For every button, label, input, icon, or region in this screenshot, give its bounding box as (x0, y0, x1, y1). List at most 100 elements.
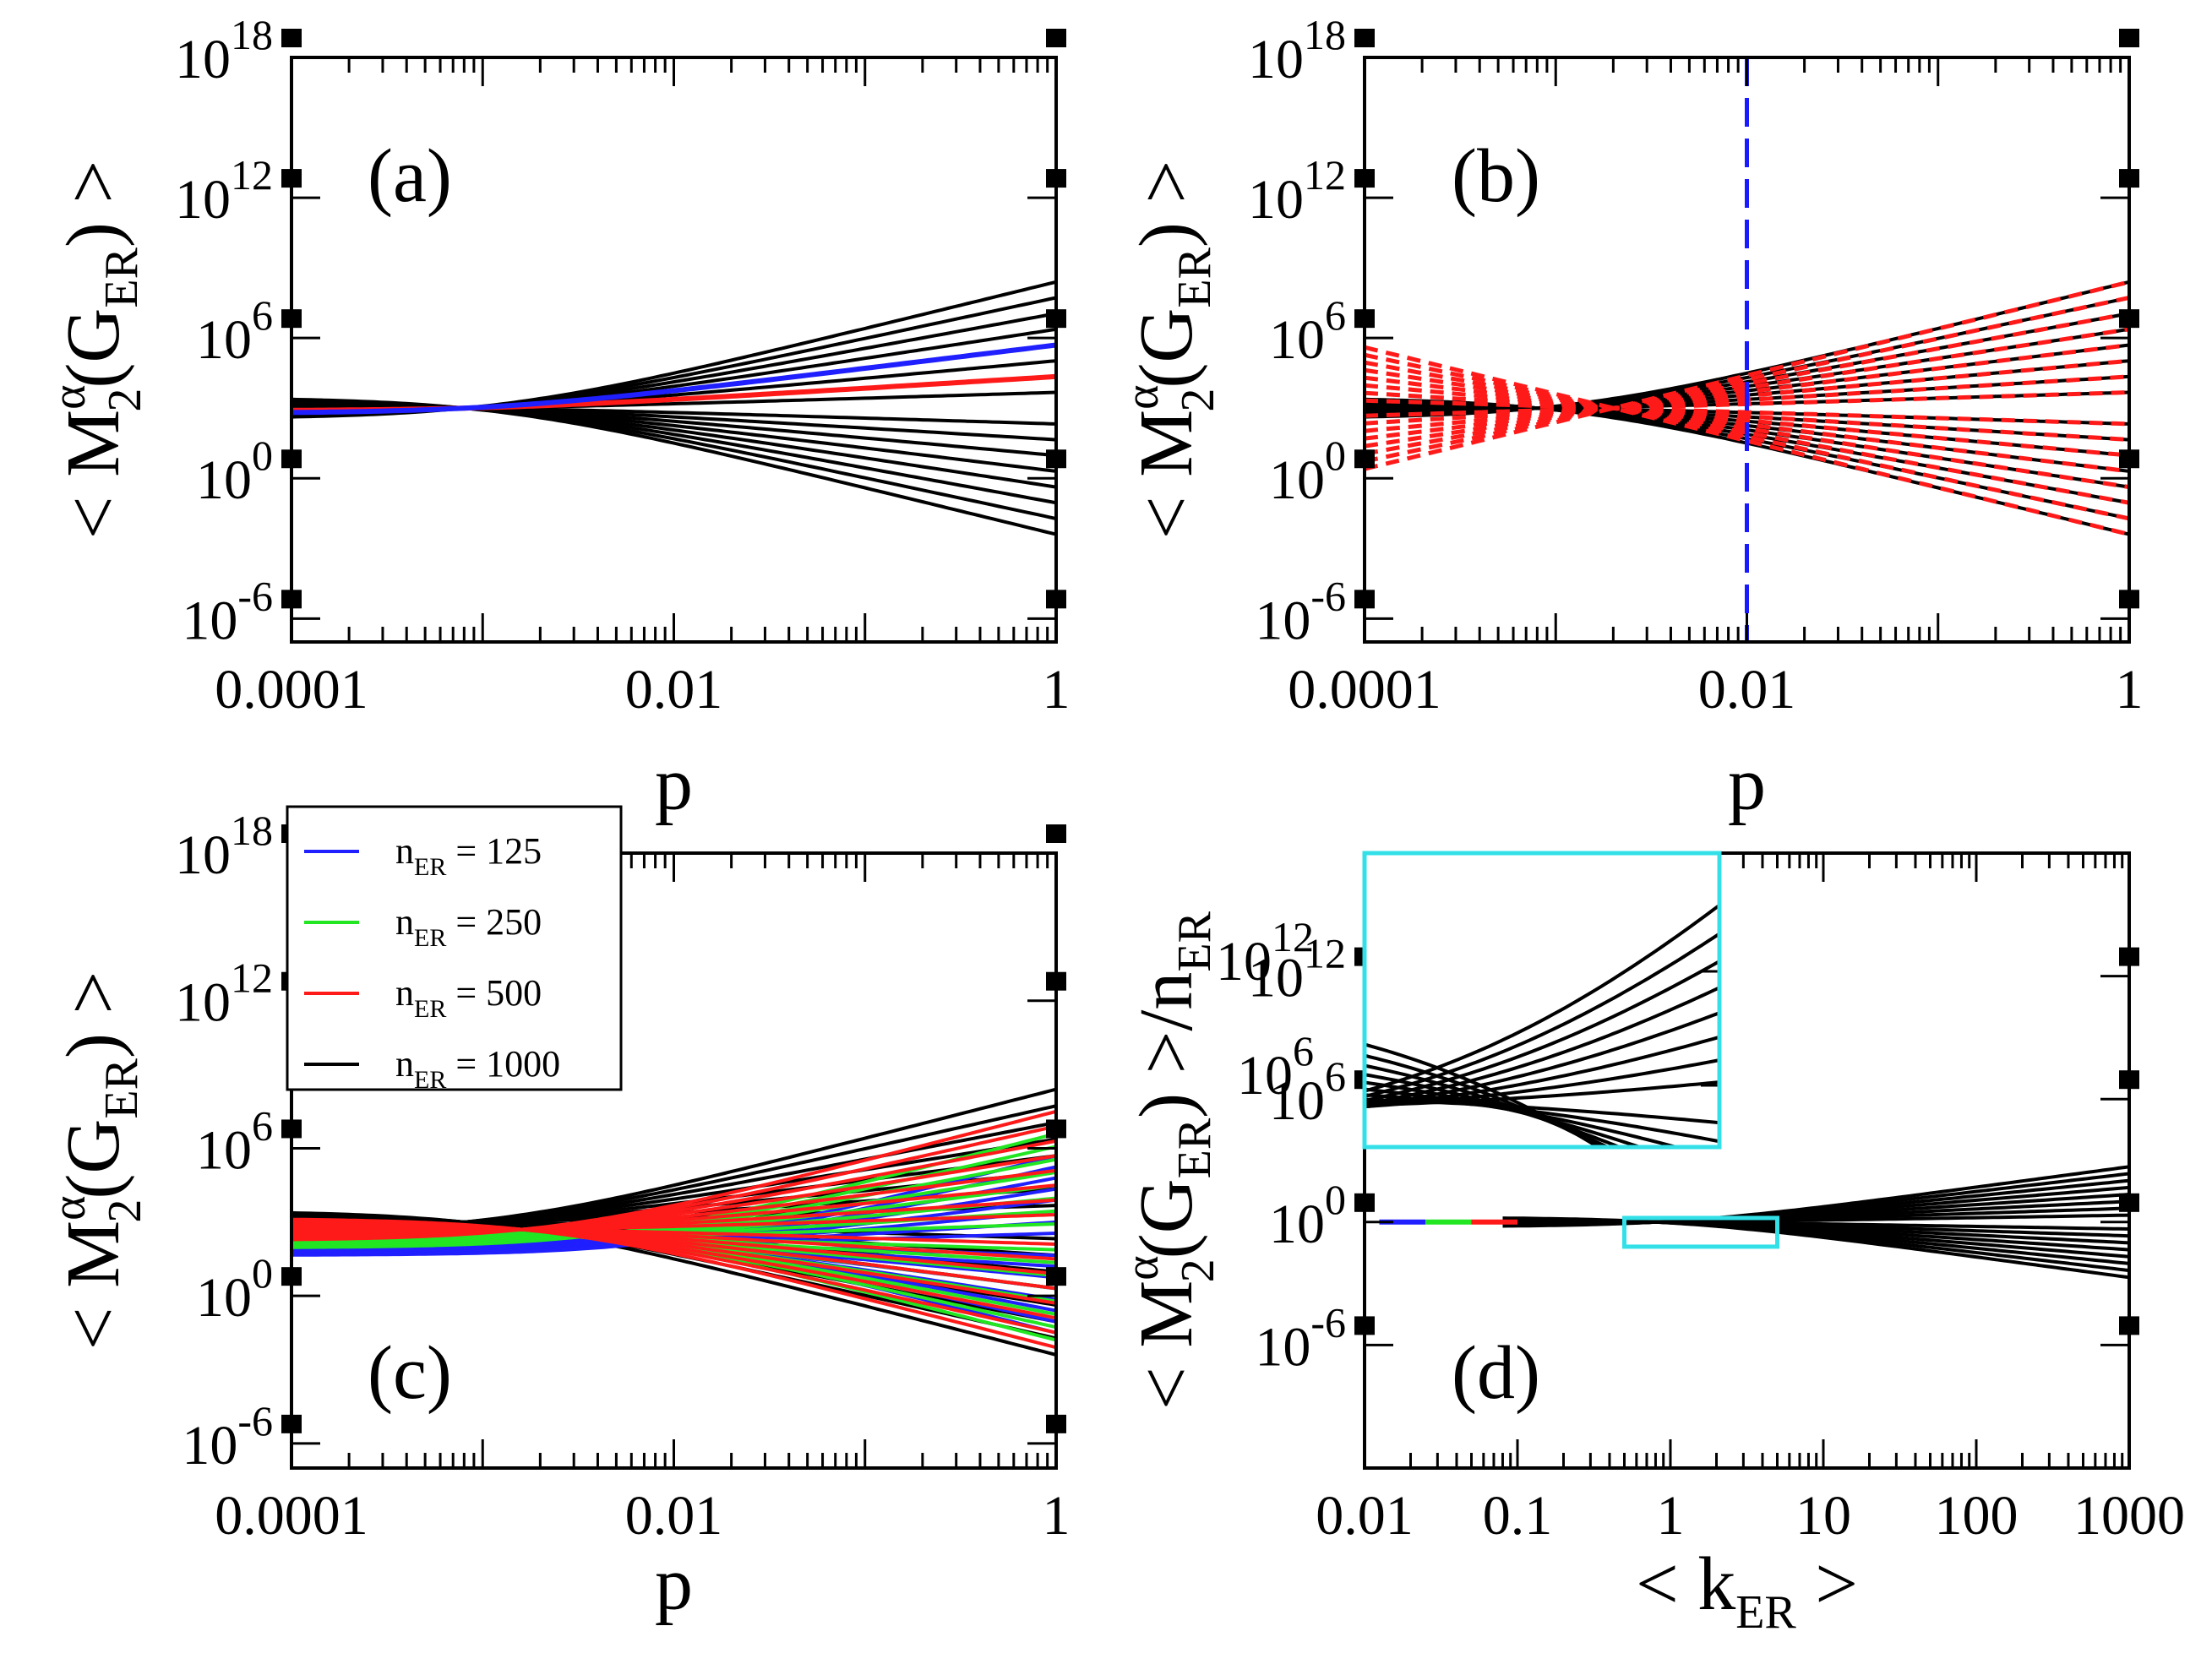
inset-series-alpha-1.5 (1365, 960, 1719, 1102)
inset-series-alpha-1.75 (1365, 932, 1719, 1098)
panel-a-y-tick-label: 106 (196, 291, 273, 371)
inset-series-alpha-1.25 (1365, 986, 1719, 1106)
panel-b-y-tick-label: 100 (1269, 432, 1346, 511)
panel-b-x-tick-labels: 0.0001 0.01 1 (1288, 659, 2143, 721)
panel-b-curves (1365, 57, 2129, 642)
panel-c-y-minor-mark-right (1046, 824, 1066, 843)
panel-c-series-n500-alpha--0.25 (291, 1226, 1056, 1246)
panel-a-y-axis-title: < Mα2(GER) > (43, 160, 151, 539)
panel-a-label: (a) (368, 134, 452, 218)
inset-frame (1362, 851, 1722, 1150)
panel-b-prediction-alpha--1.5 (1365, 360, 2129, 505)
panel-b-prediction-alpha--0.25 (1365, 398, 2129, 427)
panel-d-x-tick-label: 1000 (2073, 1485, 2185, 1547)
panel-c-x-axis-title: p (655, 1542, 693, 1626)
panel-d-x-axis-title: < kER > (1636, 1542, 1858, 1639)
panel-d-x-tick-label: 100 (1935, 1485, 2019, 1547)
panel-a-curves (291, 280, 1056, 536)
legend-box (286, 805, 623, 1091)
panel-b-y-tick-labels: 10-6 100 106 1012 1018 (1248, 11, 1346, 651)
panel-c-x-tick-label: 0.0001 (215, 1485, 368, 1547)
inset-series-alpha-1 (1365, 1011, 1719, 1108)
panel-a-x-axis-title: p (655, 742, 693, 826)
panel-c-frame (290, 851, 1058, 1470)
panel-c-x-tick-labels: 0.0001 0.01 1 (215, 1485, 1070, 1547)
inset-series-alpha-0.5 (1365, 1058, 1719, 1109)
panel-a-x-tick-label: 0.01 (625, 659, 723, 721)
panel-b-y-tick-label: 10-6 (1255, 572, 1346, 651)
inset-series-alpha-0.75 (1365, 1035, 1719, 1109)
panel-d-x-tick-labels: 0.01 0.1 1 10 100 1000 (1316, 1485, 2185, 1547)
panel-d-y-axis-title: < Mα2(GER) >/nER (1116, 911, 1224, 1410)
panel-d-inset: 106 1012 (1216, 851, 1722, 1150)
panel-c-y-tick-label: 10-6 (182, 1397, 273, 1476)
panel-a-y-tick-label: 10-6 (182, 572, 273, 651)
legend-label-500: nER = 500 (395, 972, 542, 1023)
panel-b-x-tick-label: 1 (2116, 659, 2144, 721)
inset-curves (1365, 904, 1719, 1147)
panel-d-y-tick-label: 1012 (1248, 930, 1346, 1009)
panel-b-frame (1363, 56, 2131, 644)
panel-b-x-tick-label: 0.01 (1698, 659, 1796, 721)
panel-c-x-tick-label: 1 (1043, 1485, 1071, 1547)
inset-y-tick-label: 1012 (1216, 913, 1314, 992)
legend-label-250: nER = 250 (395, 901, 542, 952)
panel-c-y-tick-labels: 10-6 100 106 1012 1018 (175, 807, 273, 1476)
panel-b-label: (b) (1452, 134, 1540, 218)
panel-c-y-axis-title: < Mα2(GER) > (43, 971, 151, 1350)
panel-c-y-tick-label: 106 (196, 1101, 273, 1181)
panel-a-x-tick-label: 0.0001 (215, 659, 368, 721)
panel-c-y-tick-label: 1012 (175, 954, 273, 1034)
panel-a-series-alpha-1 (291, 342, 1056, 416)
panel-d-frame (1363, 851, 2131, 1470)
inset-series-alpha-2 (1365, 904, 1719, 1093)
panel-a-y-tick-label: 100 (196, 432, 273, 511)
panel-c: (c) p < Mα2(GER) > 0.0001 0.01 1 10-610010… (43, 805, 1071, 1626)
panel-d-y-tick-label: 10-6 (1255, 1298, 1346, 1378)
panel-c-legend: nER = 125 nER = 250 nER = 500 nER = 1000 (286, 805, 623, 1094)
panel-b-y-tick-label: 1012 (1248, 151, 1346, 231)
panel-d-y-tick-labels: 10-6 100 106 1012 (1248, 930, 1346, 1379)
panel-a-x-tick-label: 1 (1043, 659, 1071, 721)
panel-a: (a) p < Mα2(GER) > 0.0001 0.01 1 10-610010… (43, 11, 1071, 826)
panel-b-y-minor-mark-right (2119, 29, 2139, 47)
panel-b-y-minor-mark (1354, 29, 1375, 47)
panel-b: (b) p < Mα2(GER) > 0.0001 0.01 1 10-610010… (1116, 11, 2144, 826)
panel-c-series-n500-alpha-2 (291, 1109, 1056, 1242)
panel-b-y-tick-label: 1018 (1248, 11, 1346, 90)
panel-a-y-tick-label: 1018 (175, 11, 273, 90)
panel-b-x-tick-label: 0.0001 (1288, 659, 1441, 721)
panel-d-curves (1379, 1165, 2129, 1280)
panel-d-y-tick-label: 106 (1269, 1052, 1346, 1132)
panel-d-series-alpha-2 (1502, 1165, 2129, 1228)
panel-c-y-tick-label: 100 (196, 1249, 273, 1329)
panel-c-y-tick-label: 1018 (175, 807, 273, 886)
legend-label-125: nER = 125 (395, 830, 542, 881)
panel-d-zoom-box (1622, 1215, 1780, 1249)
panel-a-y-minor-mark-right (1046, 29, 1066, 47)
panel-d-x-tick-label: 0.1 (1483, 1485, 1553, 1547)
panel-d-x-tick-label: 1 (1657, 1485, 1685, 1547)
panel-a-frame (290, 56, 1058, 644)
panel-a-ticks (281, 29, 1066, 642)
panel-d: 106 1012 (d) < kER > < Mα2(GER) >/nER 0.0… (1116, 851, 2185, 1639)
panel-a-y-tick-label: 1012 (175, 151, 273, 231)
panel-d-label: (d) (1452, 1331, 1540, 1415)
inset-y-tick-label: 106 (1237, 1027, 1314, 1107)
panel-d-y-tick-label: 100 (1269, 1176, 1346, 1255)
panel-b-x-axis-title: p (1728, 742, 1766, 826)
panel-a-y-tick-labels: 10-6 100 106 1012 1018 (175, 11, 273, 651)
panel-b-y-tick-label: 106 (1269, 291, 1346, 371)
panel-c-curves (291, 1087, 1056, 1357)
legend-label-1000: nER = 1000 (395, 1043, 560, 1094)
panel-a-y-minor-mark (281, 29, 302, 47)
panel-d-x-tick-label: 10 (1795, 1485, 1851, 1547)
panel-d-x-tick-label: 0.01 (1316, 1485, 1414, 1547)
panel-b-prediction-alpha-1.5 (1365, 311, 2129, 456)
panel-b-numeric-alpha-2 (1365, 280, 2129, 419)
panel-a-x-tick-labels: 0.0001 0.01 1 (215, 659, 1070, 721)
panel-b-prediction-alpha--0.75 (1365, 383, 2129, 458)
panel-b-prediction-alpha--0.5 (1365, 390, 2129, 443)
panel-b-y-axis-title: < Mα2(GER) > (1116, 160, 1224, 539)
